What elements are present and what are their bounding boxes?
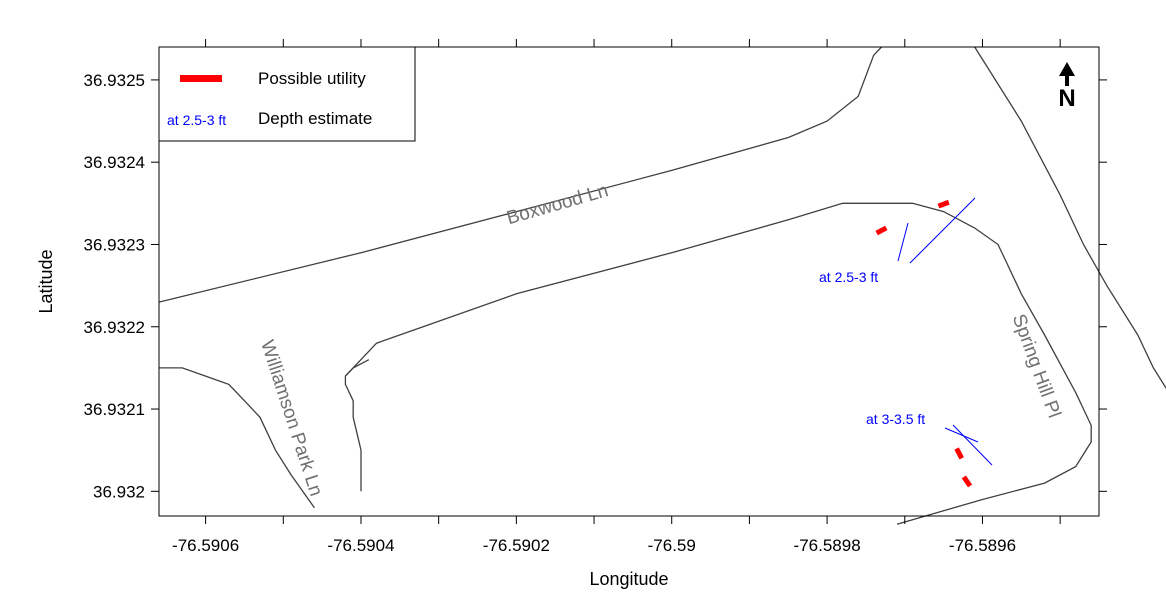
plot-frame [158,46,1100,517]
road-spring-hill-east-edge [974,46,1166,390]
axis-ticks: -76.5906 -76.5904 -76.5902 -76.59 -76.5898 -7… [84,39,1107,555]
road-boxwood-south-edge [344,359,370,492]
legend-box [158,46,416,142]
x-tick-label: -76.5902 [483,536,550,555]
x-tick-label: -76.5904 [327,536,394,555]
utility-marker [875,225,888,236]
depth-annotation: at 2.5-3 ft [819,269,878,285]
legend-label-depth: Depth estimate [258,109,372,128]
x-axis-title: Longitude [589,569,668,589]
x-tick-label: -76.59 [648,536,696,555]
y-tick-label: 36.9322 [84,318,145,337]
y-axis-title: Latitude [36,249,56,313]
utility-marker [954,447,964,460]
y-tick-label: 36.9323 [84,235,145,254]
street-label: Boxwood Ln [504,180,610,229]
road-spring-hill-west-edge [896,293,1092,525]
road-williamson-west-edge [159,367,315,509]
depth-leader-line [909,197,976,264]
depth-leader-line [952,424,993,466]
x-tick-label: -76.5898 [794,536,861,555]
north-arrow-icon [1059,62,1075,86]
north-arrow: N [1058,62,1076,112]
y-tick-label: 36.9321 [84,400,145,419]
north-label: N [1058,85,1075,112]
legend: Possible utility at 2.5-3 ft Depth estim… [158,46,416,142]
road-edges [158,46,1166,525]
street-label: Spring Hill Pl [1008,311,1065,420]
y-tick-label: 36.9325 [84,71,145,90]
road-boxwood-inner [344,202,1022,377]
x-tick-label: -76.5906 [172,536,239,555]
depth-annotation: at 3-3.5 ft [866,411,925,427]
possible-utility-markers [875,199,973,488]
legend-depth-sample: at 2.5-3 ft [167,112,226,128]
utility-marker [961,475,973,488]
y-tick-label: 36.9324 [84,153,145,172]
legend-label-utility: Possible utility [258,69,366,88]
y-tick-label: 36.932 [93,482,145,501]
depth-leader-line [944,427,979,443]
utility-marker [937,199,950,209]
x-tick-label: -76.5896 [949,536,1016,555]
depth-leader-line [897,222,909,262]
legend-utility-swatch [180,75,222,82]
depth-leader-lines [897,197,993,466]
road-boxwood-north-edge [158,46,882,303]
